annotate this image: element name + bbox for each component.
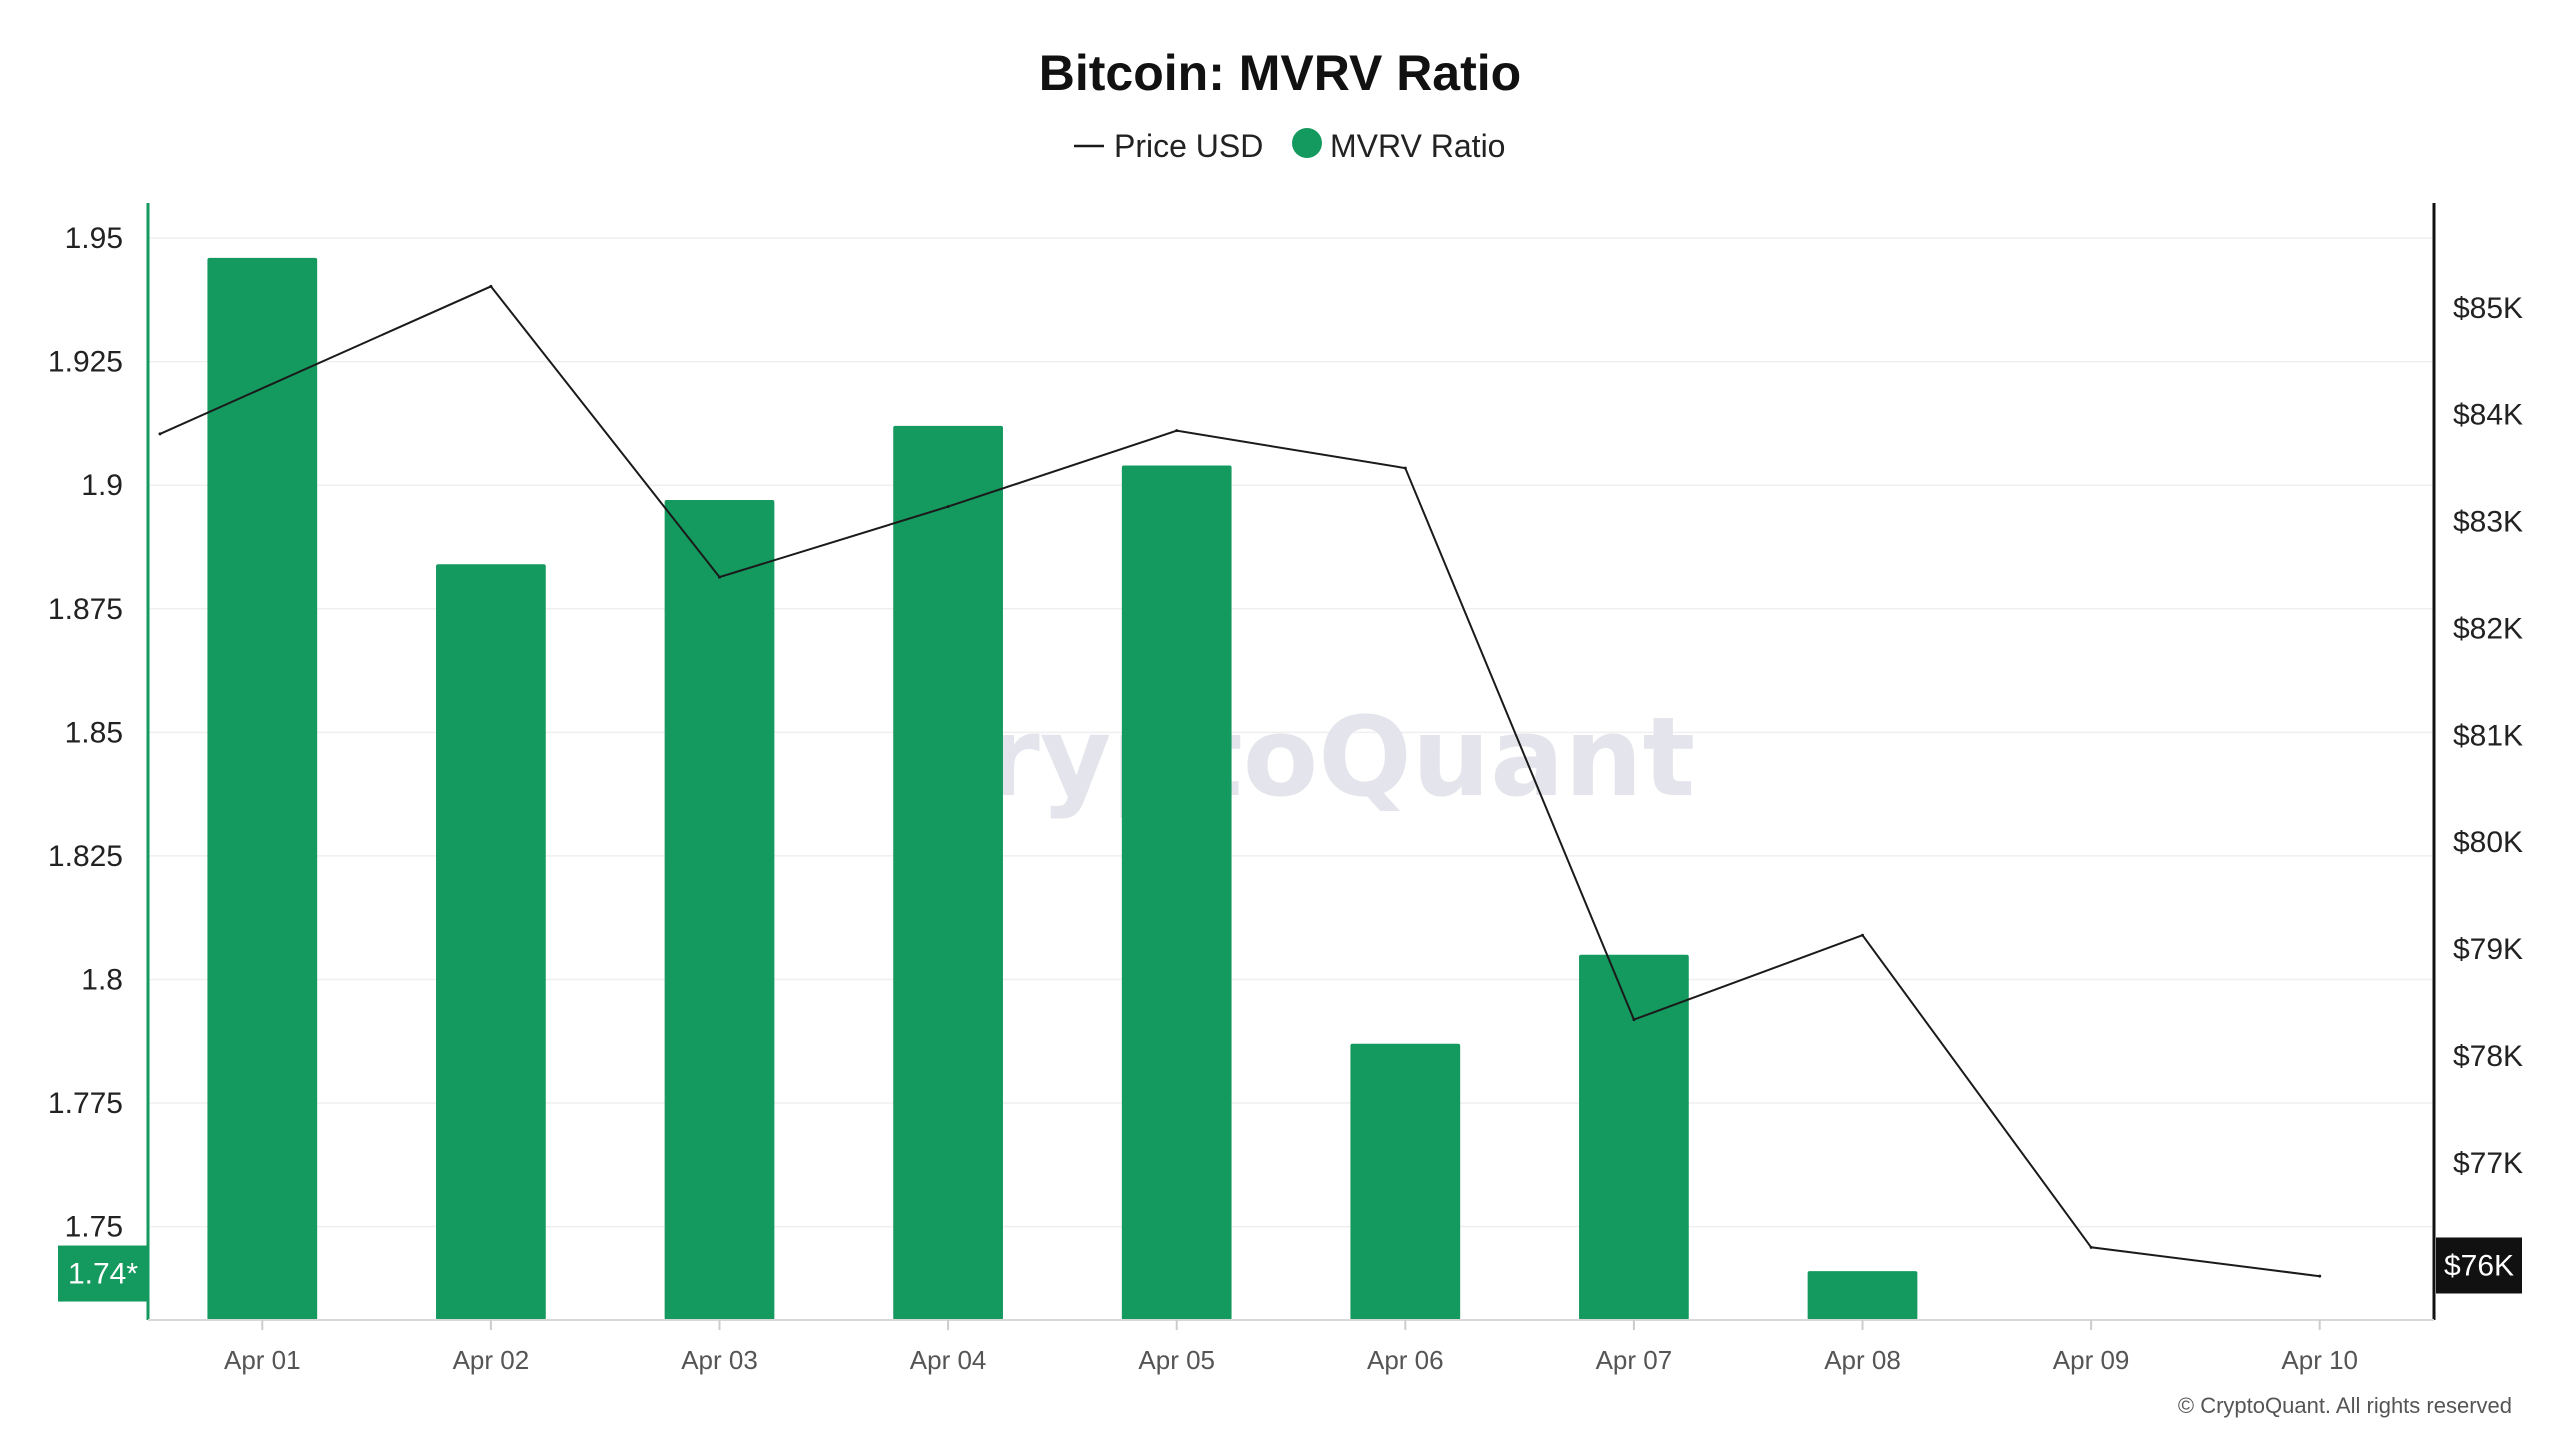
price-line xyxy=(158,284,2322,1278)
right-tick-label: $83K xyxy=(2453,506,2523,539)
price-point xyxy=(1861,933,1864,937)
price-point xyxy=(489,284,493,288)
x-tick-label: Apr 04 xyxy=(910,1345,987,1375)
left-tick-label: 1.85 xyxy=(65,716,123,749)
bars xyxy=(207,257,1918,1321)
x-tick-label: Apr 09 xyxy=(2053,1345,2130,1375)
x-axis-ticks: Apr 01 Apr 02 Apr 03 Apr 04 Apr 05 Apr 06 Apr … xyxy=(224,1320,2358,1375)
left-current-label: 1.74* xyxy=(68,1258,138,1291)
mvrv-bar xyxy=(1350,1043,1461,1320)
left-axis-ticks: 1.95 1.925 1.9 1.875 1.85 1.825 1.8 1.775 1.75 xyxy=(48,222,123,1243)
mvrv-bar xyxy=(436,564,546,1320)
legend: Price USD MVRV Ratio xyxy=(1074,128,1505,164)
legend-mvrv-label: MVRV Ratio xyxy=(1330,128,1505,164)
left-badge-background xyxy=(58,1245,148,1302)
mvrv-bar xyxy=(664,500,775,1320)
right-axis-ticks: $85K $84K $83K $82K $81K $80K $79K $78K $77K xyxy=(2453,292,2523,1180)
legend-dot-marker xyxy=(1292,128,1322,158)
left-tick-label: 1.825 xyxy=(48,840,123,873)
price-point xyxy=(1632,1018,1636,1022)
left-tick-label: 1.875 xyxy=(48,593,123,626)
right-tick-label: $79K xyxy=(2453,933,2523,966)
right-tick-label: $78K xyxy=(2453,1040,2523,1073)
right-tick-label: $85K xyxy=(2453,292,2523,325)
left-tick-label: 1.75 xyxy=(65,1211,123,1244)
left-tick-label: 1.8 xyxy=(81,963,123,996)
right-badge-background xyxy=(2436,1237,2522,1294)
chart-title: Bitcoin: MVRV Ratio xyxy=(1039,45,1521,101)
right-tick-label: $82K xyxy=(2453,612,2523,645)
right-tick-label: $84K xyxy=(2453,399,2523,432)
left-current-badge: 1.74* xyxy=(58,1245,148,1302)
price-point xyxy=(2318,1274,2322,1278)
x-tick-label: Apr 02 xyxy=(453,1345,530,1375)
right-tick-label: $81K xyxy=(2453,719,2523,752)
mvrv-bar xyxy=(1579,954,1689,1320)
right-tick-label: $77K xyxy=(2453,1147,2523,1180)
legend-price-label: Price USD xyxy=(1114,128,1263,164)
left-tick-label: 1.775 xyxy=(48,1087,123,1120)
price-point xyxy=(158,432,162,436)
watermark: CryptoQuant xyxy=(905,693,1696,821)
x-tick-label: Apr 06 xyxy=(1367,1345,1444,1375)
price-point xyxy=(1175,429,1179,433)
right-current-label: $76K xyxy=(2444,1249,2514,1282)
x-tick-label: Apr 05 xyxy=(1138,1345,1215,1375)
left-tick-label: 1.95 xyxy=(65,222,123,255)
mvrv-bar xyxy=(893,425,1003,1320)
price-point xyxy=(1403,466,1407,470)
price-point xyxy=(2089,1245,2093,1249)
price-point xyxy=(946,505,950,509)
price-line-path xyxy=(159,285,2320,1278)
mvrv-bar xyxy=(1807,1271,1918,1320)
left-tick-label: 1.925 xyxy=(48,346,123,379)
copyright-notice: © CryptoQuant. All rights reserved xyxy=(2178,1393,2512,1418)
x-tick-label: Apr 03 xyxy=(681,1345,758,1375)
right-current-badge: $76K xyxy=(2436,1237,2522,1294)
mvrv-bar xyxy=(1121,465,1232,1321)
x-tick-label: Apr 07 xyxy=(1596,1345,1673,1375)
x-tick-label: Apr 08 xyxy=(1824,1345,1901,1375)
left-tick-label: 1.9 xyxy=(81,469,123,502)
right-tick-label: $80K xyxy=(2453,826,2523,859)
mvrv-bar xyxy=(207,257,318,1320)
x-tick-label: Apr 10 xyxy=(2281,1345,2358,1375)
price-point xyxy=(718,575,721,579)
x-tick-label: Apr 01 xyxy=(224,1345,301,1375)
